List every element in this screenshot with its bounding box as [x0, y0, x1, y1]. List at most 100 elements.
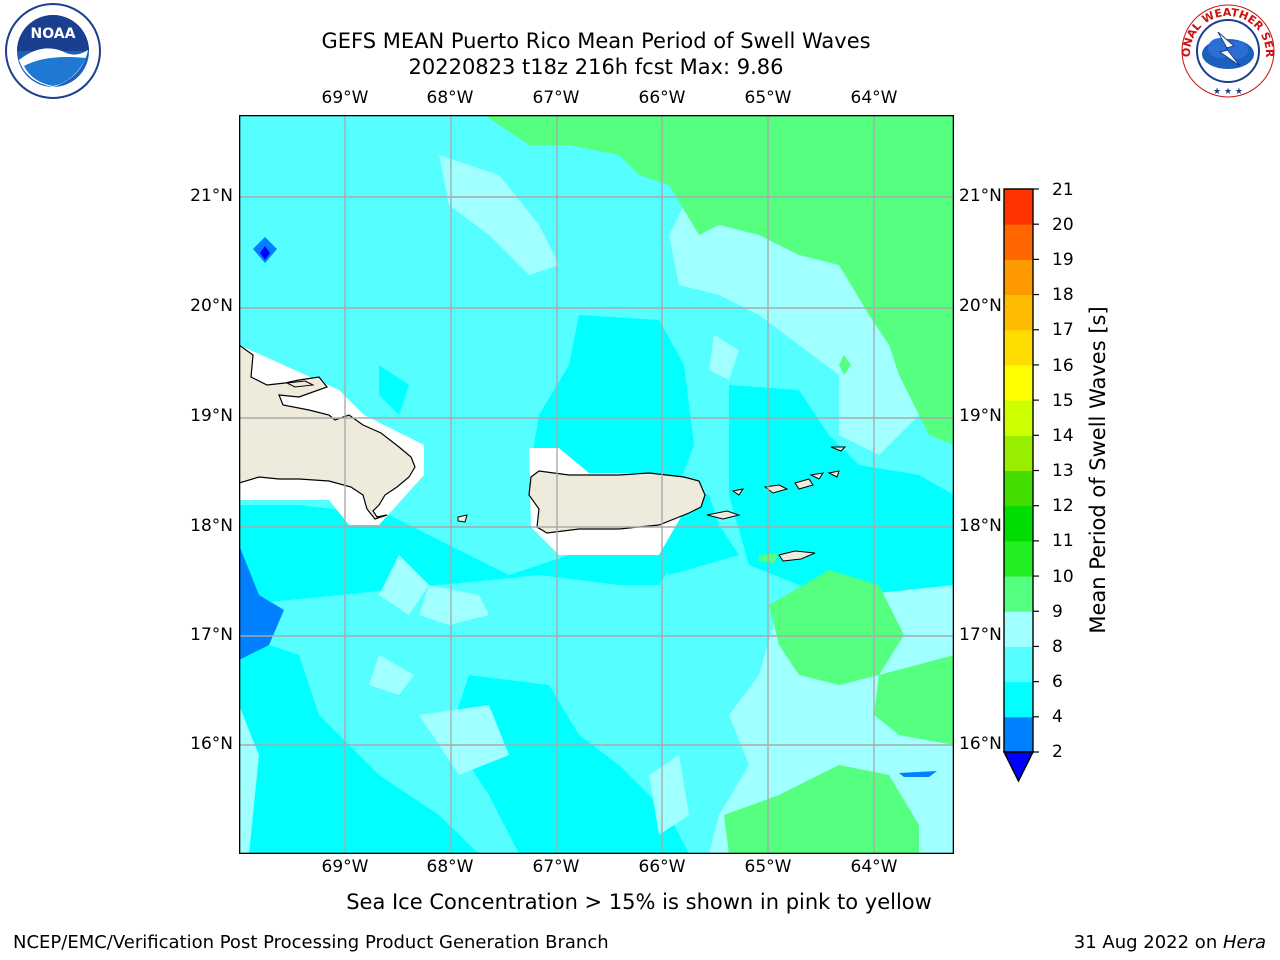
anegada-island	[827, 470, 840, 478]
colorbar-segment	[1004, 646, 1033, 683]
colorbar-tick: 2	[1052, 742, 1063, 762]
field-2-4	[239, 545, 284, 660]
footer-date-text: 31 Aug 2022 on	[1073, 932, 1223, 953]
field-9-10	[879, 305, 954, 445]
footer-date: 31 Aug 2022 on Hera	[1074, 932, 1266, 953]
colorbar-tick: 17	[1052, 320, 1074, 340]
field-9-10	[759, 553, 779, 563]
field-8-9	[239, 705, 259, 854]
st-croix-island	[778, 550, 816, 562]
field-9-10	[724, 765, 919, 854]
colorbar-tick: 13	[1052, 461, 1074, 481]
colorbar-tick: 14	[1052, 426, 1074, 446]
colorbar-label: Mean Period of Swell Waves [s]	[1086, 306, 1110, 634]
lat-label-right: 19°N	[959, 406, 1002, 426]
colorbar-segment	[1004, 716, 1033, 753]
footer-branch: NCEP/EMC/Verification Post Processing Pr…	[13, 932, 609, 953]
lat-label-right: 18°N	[959, 516, 1002, 536]
lat-label-left: 20°N	[190, 296, 233, 316]
field-4-6	[729, 385, 954, 595]
lat-label-right: 17°N	[959, 625, 1002, 645]
colorbar-tick: 10	[1052, 567, 1074, 587]
field-2-4	[260, 246, 270, 260]
virgin-island	[830, 446, 847, 452]
field-4-6	[449, 675, 689, 854]
lat-label-left: 21°N	[190, 186, 233, 206]
lon-label-top: 67°W	[532, 88, 580, 108]
colorbar-tick: 8	[1052, 637, 1063, 657]
hispaniola-landmass	[239, 344, 416, 520]
virgin-island	[763, 484, 789, 494]
colorbar-tick: 6	[1052, 672, 1063, 692]
graticule	[239, 115, 954, 854]
colorbar-segment	[1004, 294, 1033, 331]
field-9-10	[769, 570, 904, 685]
field-8-9	[439, 155, 559, 275]
colorbar-segment	[1004, 400, 1033, 436]
vieques-island	[706, 510, 741, 520]
lon-label-top: 69°W	[321, 88, 369, 108]
colorbar-frame	[1003, 188, 1034, 753]
map-frame	[239, 115, 954, 854]
field-8-9	[419, 585, 489, 625]
field-2-4	[899, 771, 937, 777]
footer-host: Hera	[1222, 932, 1266, 953]
colorbar-tick: 21	[1052, 180, 1074, 200]
colorbar-segment	[1004, 364, 1033, 401]
lon-label-bottom: 65°W	[744, 857, 792, 877]
lon-label-bottom: 67°W	[532, 857, 580, 877]
lon-label-top: 64°W	[850, 88, 898, 108]
lat-label-right: 21°N	[959, 186, 1002, 206]
gonave-island	[285, 380, 315, 388]
colorbar-tick: 4	[1052, 707, 1063, 727]
virgin-island	[731, 488, 745, 496]
lat-label-left: 17°N	[190, 625, 233, 645]
lon-label-top: 68°W	[426, 88, 474, 108]
colorbar-segment	[1004, 224, 1033, 260]
colorbar-tick: 11	[1052, 531, 1074, 551]
colorbar-segment	[1004, 470, 1033, 507]
colorbar-segment	[1004, 435, 1033, 471]
field-4-6	[239, 505, 679, 605]
field-4-6	[239, 635, 479, 854]
colorbar-tick: 20	[1052, 215, 1074, 235]
nws-star-row: ★ ★ ★	[1213, 87, 1243, 97]
colorbar-segment	[1004, 611, 1033, 647]
lat-label-right: 16°N	[959, 734, 1002, 754]
colorbar-tick: 15	[1052, 391, 1074, 411]
virgin-island	[809, 472, 825, 480]
nws-logo: NATIONAL WEATHER SERVICE ★ ★ ★	[1178, 2, 1276, 98]
swell-period-map	[239, 115, 954, 854]
field-8-9	[379, 555, 429, 615]
colorbar-tick: 18	[1052, 285, 1074, 305]
lon-label-bottom: 68°W	[426, 857, 474, 877]
lat-label-left: 19°N	[190, 406, 233, 426]
colorbar-segments	[1002, 188, 1039, 783]
noaa-logo-text: NOAA	[31, 26, 76, 42]
field-9-10	[874, 655, 954, 745]
lat-label-left: 16°N	[190, 734, 233, 754]
colorbar-tick: 19	[1052, 250, 1074, 270]
field-9-10	[839, 355, 851, 375]
colorbar-segment	[1004, 681, 1033, 718]
lat-label-left: 18°N	[190, 516, 233, 536]
mona-island	[457, 514, 468, 523]
colorbar-tick: 9	[1052, 602, 1063, 622]
lon-label-bottom: 69°W	[321, 857, 369, 877]
virgin-island	[794, 478, 814, 490]
title-line-1: GEFS MEAN Puerto Rico Mean Period of Swe…	[321, 29, 871, 53]
colorbar-segment	[1004, 329, 1033, 366]
colorbar-segment	[1004, 259, 1033, 296]
colorbar-tick: 16	[1052, 356, 1074, 376]
field-4-6	[379, 365, 409, 415]
lon-label-top: 66°W	[638, 88, 686, 108]
lon-label-bottom: 64°W	[850, 857, 898, 877]
colorbar-tick: 12	[1052, 496, 1074, 516]
field-8-9	[649, 755, 689, 835]
colorbar-segment	[1004, 505, 1033, 542]
colorbar-segment	[1004, 189, 1033, 225]
field-8-9	[419, 705, 509, 775]
colorbar	[1002, 188, 1039, 783]
sea-ice-note: Sea Ice Concentration > 15% is shown in …	[346, 890, 932, 914]
colorbar-segment	[1004, 540, 1033, 577]
